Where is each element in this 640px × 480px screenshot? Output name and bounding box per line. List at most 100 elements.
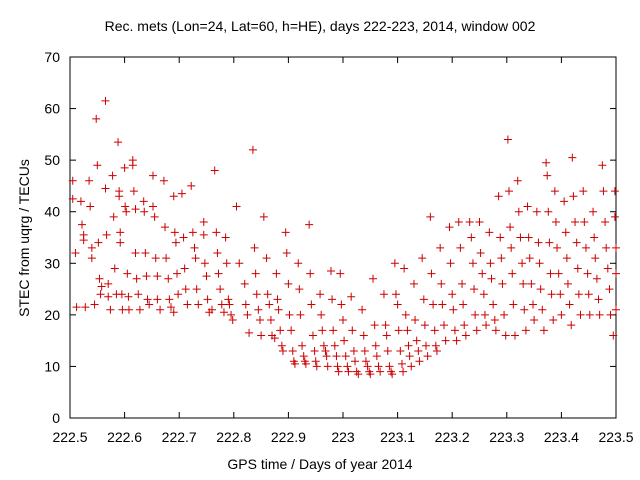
data-point	[319, 341, 328, 350]
data-point	[379, 290, 388, 299]
data-point	[290, 359, 299, 368]
data-point	[360, 346, 369, 355]
data-point	[298, 341, 307, 350]
data-point	[407, 362, 416, 371]
data-point	[549, 316, 558, 325]
data-point	[282, 248, 291, 257]
data-point	[266, 316, 275, 325]
data-point	[553, 243, 562, 252]
data-point	[351, 357, 360, 366]
data-point	[254, 305, 263, 314]
data-point	[449, 305, 458, 314]
data-point	[340, 336, 349, 345]
data-point	[102, 230, 111, 239]
data-point	[414, 346, 423, 355]
data-point	[148, 202, 157, 211]
data-point	[589, 207, 598, 216]
data-point	[538, 305, 547, 314]
data-point	[72, 303, 81, 312]
data-point	[349, 346, 358, 355]
data-point	[568, 153, 577, 162]
data-point	[207, 305, 216, 314]
data-point	[561, 228, 570, 237]
data-point	[472, 326, 481, 335]
y-tick-label: 30	[44, 255, 60, 271]
data-point	[181, 285, 190, 294]
data-point	[421, 341, 430, 350]
data-point	[145, 300, 154, 309]
data-point	[140, 207, 149, 216]
data-point	[212, 228, 221, 237]
data-point	[120, 163, 129, 172]
data-point	[243, 310, 252, 319]
data-point	[97, 282, 106, 291]
data-point	[382, 331, 391, 340]
y-tick-label: 20	[44, 307, 60, 323]
data-point	[543, 171, 552, 180]
data-point	[388, 370, 397, 379]
data-point	[592, 274, 601, 283]
data-point	[348, 326, 357, 335]
data-point	[394, 326, 403, 335]
data-point	[468, 259, 477, 268]
data-point	[446, 259, 455, 268]
data-point	[139, 197, 148, 206]
data-point	[411, 316, 420, 325]
plot-border	[69, 56, 617, 419]
data-point	[188, 228, 197, 237]
data-point	[210, 166, 219, 175]
data-point	[341, 352, 350, 361]
data-point	[90, 300, 99, 309]
data-point	[148, 171, 157, 180]
data-point	[329, 326, 338, 335]
data-point	[173, 269, 182, 278]
data-point	[580, 218, 589, 227]
data-point	[419, 295, 428, 304]
data-point	[192, 285, 201, 294]
data-point	[169, 308, 178, 317]
data-point	[366, 370, 375, 379]
data-point	[400, 264, 409, 273]
data-point	[475, 218, 484, 227]
data-point	[562, 254, 571, 263]
data-point	[487, 274, 496, 283]
data-point	[132, 274, 141, 283]
data-point	[174, 290, 183, 299]
data-point	[183, 300, 192, 309]
data-point	[222, 259, 231, 268]
data-point	[156, 305, 165, 314]
data-point	[150, 212, 159, 221]
data-point	[584, 290, 593, 299]
data-point	[572, 238, 581, 247]
data-point	[605, 285, 614, 294]
data-point	[494, 192, 503, 201]
data-point	[306, 269, 315, 278]
data-point	[307, 300, 316, 309]
data-point	[585, 310, 594, 319]
data-point	[131, 248, 140, 257]
data-point	[518, 259, 527, 268]
data-point	[437, 279, 446, 288]
data-point	[480, 310, 489, 319]
data-point	[501, 331, 510, 340]
data-point	[190, 243, 199, 252]
data-point	[245, 328, 254, 337]
data-point	[232, 202, 241, 211]
data-point	[259, 212, 268, 221]
data-point	[529, 300, 538, 309]
data-point	[134, 290, 143, 299]
x-axis-label: GPS time / Days of year 2014	[227, 456, 413, 472]
data-point	[202, 272, 211, 281]
data-point	[486, 259, 495, 268]
data-point	[412, 336, 421, 345]
data-point	[179, 233, 188, 242]
data-point	[539, 326, 548, 335]
data-point	[281, 228, 290, 237]
data-point	[520, 305, 529, 314]
data-point	[397, 359, 406, 368]
data-point	[288, 346, 297, 355]
data-point	[591, 254, 600, 263]
data-point	[116, 228, 125, 237]
data-point	[565, 300, 574, 309]
data-point	[403, 326, 412, 335]
